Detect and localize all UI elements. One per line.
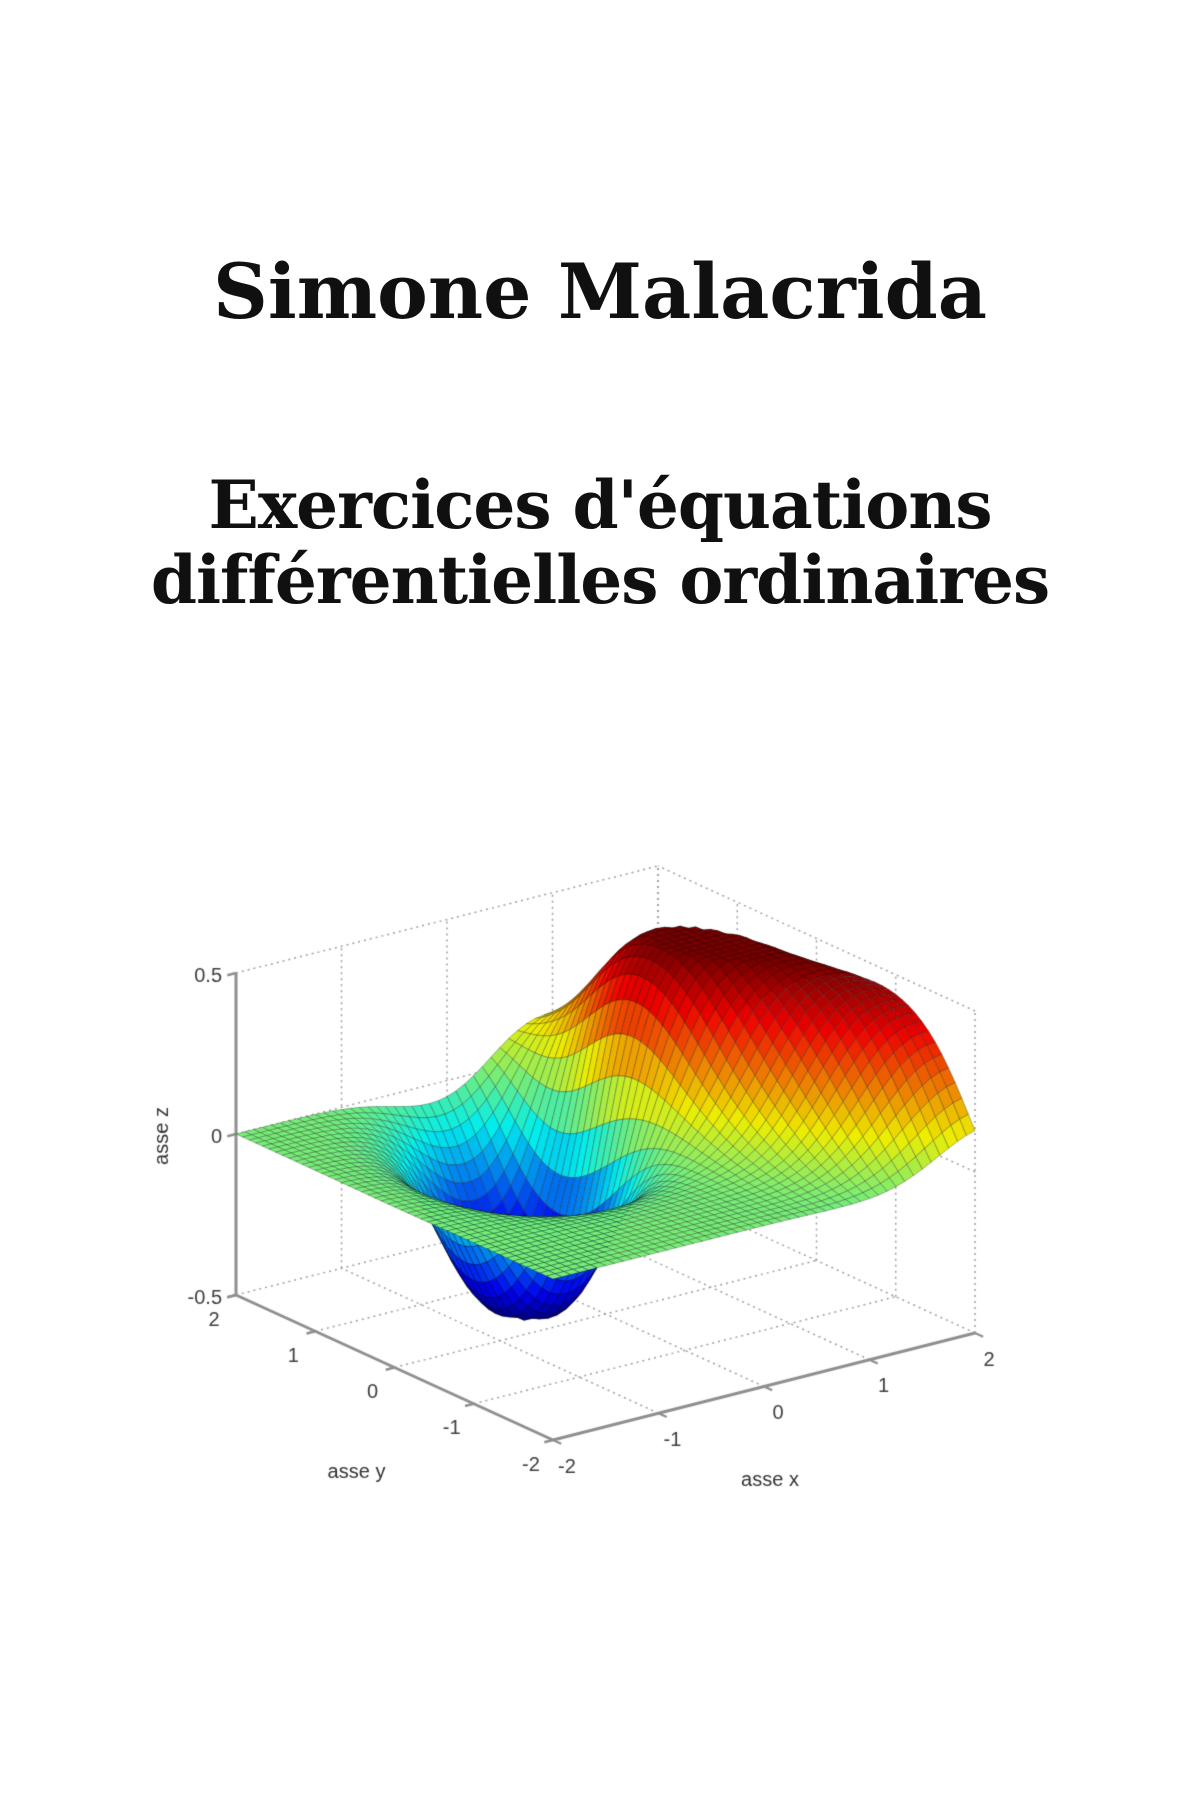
title-line-2: différentielles ordinaires xyxy=(150,540,1050,619)
title-line-1: Exercices d'équations xyxy=(208,466,993,544)
book-title: Exercices d'équations différentielles or… xyxy=(0,468,1200,617)
author-name: Simone Malacrida xyxy=(213,247,987,336)
